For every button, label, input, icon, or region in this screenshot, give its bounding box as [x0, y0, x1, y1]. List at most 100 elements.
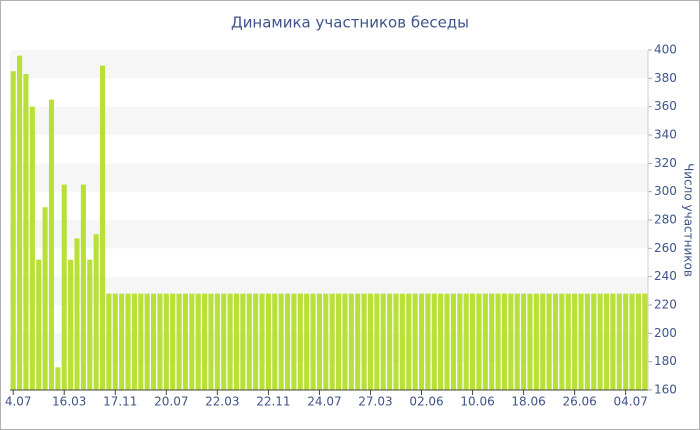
bar: [336, 293, 342, 390]
bar: [501, 293, 508, 390]
bar: [36, 259, 42, 390]
bar: [150, 293, 157, 390]
bar: [253, 293, 259, 390]
bar: [61, 184, 67, 390]
x-tick-label: 04.07: [613, 395, 647, 409]
bar: [227, 293, 233, 390]
y-axis-label: Число участников: [682, 163, 696, 277]
bar: [552, 293, 559, 390]
bar: [572, 293, 578, 390]
bar: [361, 293, 367, 390]
y-tick-label: 400: [654, 43, 677, 57]
bar: [425, 293, 431, 390]
bar: [163, 293, 169, 390]
y-tick-label: 280: [654, 213, 677, 227]
bar: [584, 293, 590, 390]
bar: [316, 293, 322, 390]
bar: [17, 55, 23, 391]
bar: [195, 293, 201, 390]
bar: [233, 293, 240, 390]
bar: [527, 293, 533, 390]
bar: [284, 293, 291, 390]
bar: [74, 238, 80, 390]
bar: [393, 293, 399, 390]
bar: [546, 293, 552, 390]
bar: [80, 184, 86, 390]
y-tick-label: 240: [654, 269, 677, 283]
bar: [329, 293, 335, 390]
x-tick-label: 16.03: [52, 395, 86, 409]
bar: [157, 293, 163, 390]
bar: [387, 293, 393, 390]
grid-band: [10, 163, 648, 192]
x-tick-label: 22.11: [256, 395, 290, 409]
grid-band: [10, 50, 648, 79]
bar: [323, 293, 329, 390]
bar: [304, 293, 310, 390]
bar: [495, 293, 501, 390]
bar: [597, 293, 603, 390]
bar: [189, 293, 195, 390]
bar: [603, 293, 610, 390]
bar: [380, 293, 386, 390]
y-tick-label: 160: [654, 383, 677, 397]
bar: [623, 293, 629, 390]
bar: [521, 293, 527, 390]
bar: [438, 293, 444, 390]
bar: [476, 293, 482, 390]
bar: [170, 293, 176, 390]
bar: [514, 293, 520, 390]
x-tick-label: 18.06: [511, 395, 545, 409]
x-tick-label: 17.11: [103, 395, 137, 409]
bar: [399, 293, 405, 390]
bar: [540, 293, 546, 390]
bar: [68, 259, 74, 390]
bar: [348, 293, 354, 390]
bar: [144, 293, 150, 390]
y-tick-label: 220: [654, 298, 677, 312]
bar: [642, 293, 648, 390]
bar: [559, 293, 565, 390]
bar: [457, 293, 463, 390]
bar: [278, 293, 284, 390]
bar: [48, 99, 55, 390]
bar: [106, 293, 112, 390]
bar: [291, 293, 297, 390]
y-tick-label: 360: [654, 99, 677, 113]
y-tick-label: 260: [654, 241, 677, 255]
bar: [112, 293, 118, 390]
y-tick-label: 340: [654, 128, 677, 142]
bar: [629, 293, 635, 390]
x-tick-label: 26.06: [562, 395, 596, 409]
bar: [297, 293, 303, 390]
bar: [138, 293, 144, 390]
bar: [635, 293, 641, 390]
bar: [342, 293, 348, 390]
x-tick-label: 4.07: [5, 395, 32, 409]
bar: [482, 293, 488, 390]
y-tick-label: 380: [654, 71, 677, 85]
y-tick-label: 200: [654, 326, 677, 340]
chart-title: Динамика участников беседы: [231, 14, 469, 32]
bar: [99, 65, 106, 390]
bar: [469, 293, 476, 390]
x-tick-label: 10.06: [460, 395, 494, 409]
bar: [406, 293, 412, 390]
bar: [119, 293, 125, 390]
bar: [489, 293, 495, 390]
bar: [367, 293, 374, 390]
bar: [610, 293, 616, 390]
bar: [10, 71, 16, 390]
bar: [23, 74, 29, 390]
x-tick-label: 20.07: [154, 395, 188, 409]
bar: [565, 293, 571, 390]
bar: [431, 293, 437, 390]
grid-band: [10, 333, 648, 362]
bar: [259, 293, 265, 390]
bar: [29, 106, 35, 391]
bar: [374, 293, 380, 390]
bar: [87, 259, 93, 390]
bar: [272, 293, 278, 390]
bar: [355, 293, 361, 390]
